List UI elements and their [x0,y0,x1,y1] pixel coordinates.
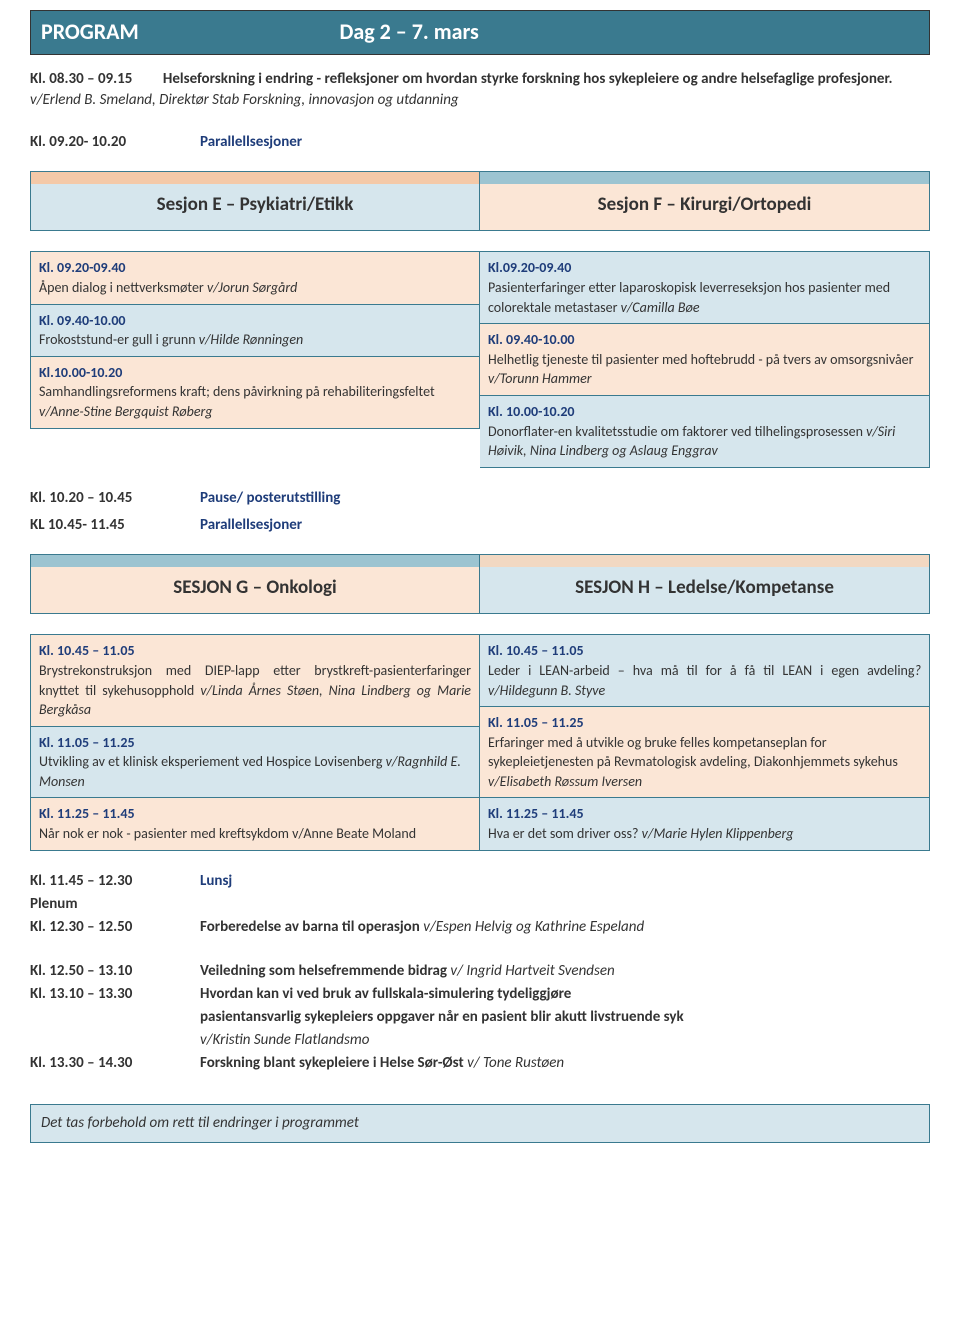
session-h-title: SESJON H – Ledelse/Kompetanse [480,567,929,614]
session-g-header: SESJON G – Onkologi [30,554,480,615]
e-row2: Kl. 09.40-10.00 Frokoststund-er gull i g… [30,305,480,357]
strip-f [480,172,929,184]
intro-byline: v/Erlend B. Smeland, Direktør Stab Forsk… [30,90,930,111]
session-h-column: Kl. 10.45 – 11.05 Leder i LEAN-arbeid – … [480,634,930,850]
h-row3: Kl. 11.25 – 11.45 Hva er det som driver … [480,798,930,850]
bot-r4: Kl. 13.10 – 13.30 Hvordan kan vi ved bru… [30,984,930,1005]
session-e-column: Kl. 09.20-09.40 Åpen dialog i nettverksm… [30,251,480,467]
bot-r2: Kl. 12.30 – 12.50 Forberedelse av barna … [30,917,930,938]
intro-title1: Helseforskning i endring - refleksjoner … [163,70,893,88]
footnote: Det tas forbehold om rett til endringer … [30,1104,930,1143]
e-row3: Kl.10.00-10.20 Samhandlingsreformens kra… [30,357,480,429]
session-ef-headers: Sesjon E – Psykiatri/Etikk Sesjon F – Ki… [30,171,930,232]
session-g-column: Kl. 10.45 – 11.05 Brystrekonstruksjon me… [30,634,480,850]
bot-r1: Kl. 11.45 – 12.30 Lunsj [30,871,930,892]
f-row2: Kl. 09.40-10.00 Helhetlig tjeneste til p… [480,324,930,396]
session-h-header: SESJON H – Ledelse/Kompetanse [480,554,930,615]
bot-r3: Kl. 12.50 – 13.10 Veiledning som helsefr… [30,961,930,982]
f-row1: Kl.09.20-09.40 Pasienterfaringer etter l… [480,251,930,324]
g-row3: Kl. 11.25 – 11.45 Når nok er nok - pasie… [30,798,480,850]
session-e-header: Sesjon E – Psykiatri/Etikk [30,171,480,232]
bot-r5: Kl. 13.30 – 14.30 Forskning blant sykepl… [30,1053,930,1074]
mid-line1: Kl. 10.20 – 10.45 Pause/ posterutstillin… [30,488,930,509]
e-row1: Kl. 09.20-09.40 Åpen dialog i nettverksm… [30,251,480,304]
session-e-title: Sesjon E – Psykiatri/Etikk [31,184,479,231]
banner-program: PROGRAM [41,17,340,48]
program-banner: PROGRAM Dag 2 – 7. mars [30,10,930,55]
g-row1: Kl. 10.45 – 11.05 Brystrekonstruksjon me… [30,634,480,726]
g-row2: Kl. 11.05 – 11.25 Utvikling av et klinis… [30,727,480,799]
session-gh-grid: Kl. 10.45 – 11.05 Brystrekonstruksjon me… [30,634,930,850]
f-row3: Kl. 10.00-10.20 Donorflater-en kvalitets… [480,396,930,468]
session-f-header: Sesjon F – Kirurgi/Ortopedi [480,171,930,232]
intro-time1: Kl. 08.30 – 09.15 [30,70,132,88]
h-row1: Kl. 10.45 – 11.05 Leder i LEAN-arbeid – … [480,634,930,707]
strip-g [31,555,479,567]
session-ef-grid: Kl. 09.20-09.40 Åpen dialog i nettverksm… [30,251,930,467]
session-f-title: Sesjon F – Kirurgi/Ortopedi [480,184,929,231]
bot-plenum: Plenum [30,894,930,915]
h-row2: Kl. 11.05 – 11.25 Erfaringer med å utvik… [480,707,930,798]
banner-day: Dag 2 – 7. mars [340,17,919,48]
strip-h [480,555,929,567]
mid-line2: KL 10.45- 11.45 Parallellsesjoner [30,515,930,536]
intro-block: Kl. 08.30 – 09.15 Helseforskning i endri… [30,69,930,153]
intro-line2: Kl. 09.20- 10.20 Parallellsesjoner [30,132,930,153]
bot-r4b: pasientansvarlig sykepleiers oppgaver nå… [30,1007,930,1028]
session-g-title: SESJON G – Onkologi [31,567,479,614]
bottom-schedule: Kl. 11.45 – 12.30 Lunsj Plenum Kl. 12.30… [30,871,930,1074]
bot-r4c: v/Kristin Sunde Flatlandsmo [30,1030,930,1051]
session-gh-headers: SESJON G – Onkologi SESJON H – Ledelse/K… [30,554,930,615]
intro-line1: Kl. 08.30 – 09.15 Helseforskning i endri… [30,69,930,90]
session-f-column: Kl.09.20-09.40 Pasienterfaringer etter l… [480,251,930,467]
strip-e [31,172,479,184]
